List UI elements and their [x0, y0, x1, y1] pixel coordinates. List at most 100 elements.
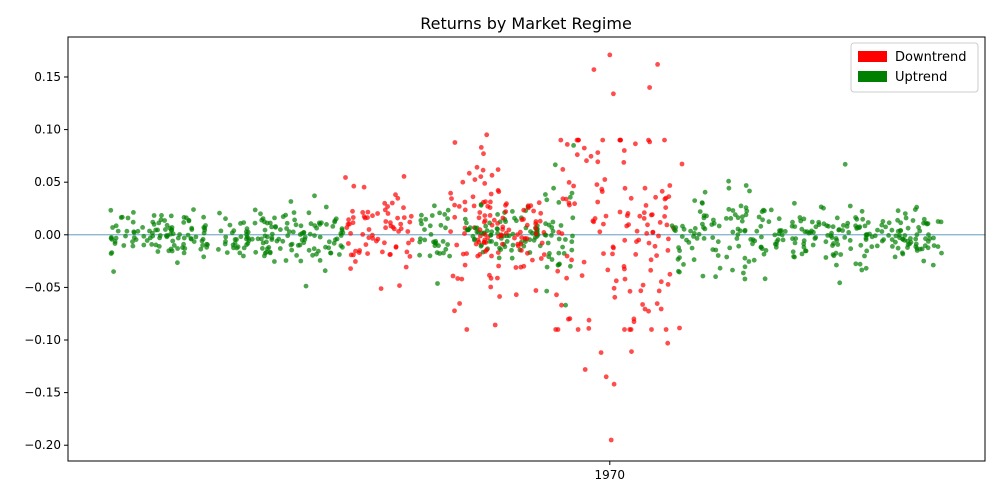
downtrend-point — [397, 283, 402, 288]
downtrend-point — [489, 172, 495, 178]
downtrend-point — [481, 199, 486, 205]
uptrend-point — [859, 208, 865, 214]
downtrend-point — [350, 215, 356, 220]
downtrend-point — [350, 220, 356, 226]
uptrend-point — [294, 253, 299, 258]
downtrend-point — [643, 203, 649, 208]
downtrend-point — [611, 245, 616, 251]
uptrend-point — [563, 302, 568, 308]
downtrend-point — [679, 161, 685, 167]
uptrend-point — [223, 234, 229, 240]
downtrend-point — [564, 275, 569, 281]
uptrend-point — [223, 216, 228, 222]
uptrend-point — [935, 244, 941, 250]
downtrend-point — [646, 308, 651, 314]
uptrend-point — [726, 185, 732, 191]
downtrend-point — [677, 325, 682, 331]
downtrend-point — [641, 210, 647, 216]
downtrend-point — [462, 262, 468, 268]
downtrend-point — [366, 227, 372, 232]
uptrend-point — [760, 217, 765, 223]
uptrend-point — [298, 258, 304, 264]
uptrend-point — [230, 242, 236, 248]
downtrend-point — [537, 218, 543, 224]
uptrend-point — [730, 229, 736, 235]
uptrend-point — [175, 235, 181, 241]
uptrend-point — [495, 212, 500, 217]
x-tick-label: 1970 — [595, 468, 626, 482]
downtrend-point — [655, 62, 660, 67]
downtrend-point — [483, 249, 488, 254]
uptrend-point — [825, 233, 831, 238]
uptrend-point — [170, 238, 176, 244]
downtrend-point — [530, 257, 535, 263]
uptrend-point — [750, 241, 755, 247]
uptrend-point — [676, 245, 681, 251]
downtrend-point — [361, 214, 367, 220]
uptrend-point — [763, 248, 769, 253]
uptrend-point — [419, 212, 424, 218]
uptrend-point — [314, 251, 319, 257]
downtrend-point — [503, 230, 509, 236]
uptrend-point — [902, 211, 908, 217]
downtrend-point — [665, 248, 671, 253]
downtrend-point — [360, 232, 366, 237]
downtrend-point — [607, 52, 613, 58]
uptrend-point — [925, 245, 931, 251]
downtrend-point — [478, 174, 484, 180]
uptrend-point — [273, 224, 278, 229]
uptrend-point — [440, 239, 446, 244]
uptrend-point — [140, 225, 146, 230]
downtrend-point — [450, 273, 456, 279]
uptrend-point — [912, 207, 918, 213]
uptrend-point — [931, 235, 936, 241]
uptrend-point — [181, 215, 187, 220]
downtrend-point — [360, 210, 366, 215]
uptrend-point — [715, 239, 721, 245]
uptrend-point — [903, 215, 909, 221]
downtrend-point — [404, 249, 410, 255]
uptrend-point — [291, 210, 297, 216]
uptrend-point — [728, 216, 734, 221]
uptrend-point — [857, 261, 863, 267]
uptrend-point — [818, 204, 824, 210]
uptrend-point — [675, 256, 681, 262]
downtrend-point — [380, 249, 385, 255]
uptrend-point — [761, 251, 767, 257]
uptrend-point — [716, 223, 722, 229]
downtrend-point — [560, 196, 566, 202]
downtrend-point — [393, 192, 398, 198]
uptrend-point — [483, 223, 489, 229]
downtrend-point — [488, 275, 494, 281]
uptrend-point — [153, 242, 159, 248]
uptrend-point — [238, 221, 243, 226]
uptrend-point — [487, 239, 492, 244]
uptrend-point — [880, 219, 886, 224]
uptrend-point — [338, 243, 344, 249]
downtrend-point — [351, 183, 357, 189]
uptrend-point — [319, 220, 324, 226]
downtrend-point — [566, 180, 572, 185]
uptrend-point — [255, 236, 261, 242]
downtrend-point — [481, 151, 486, 157]
uptrend-point — [544, 264, 550, 270]
uptrend-point — [262, 233, 268, 239]
uptrend-point — [109, 235, 114, 240]
uptrend-point — [746, 259, 752, 264]
uptrend-point — [464, 220, 469, 226]
uptrend-point — [422, 237, 428, 243]
uptrend-point — [557, 261, 562, 267]
uptrend-point — [131, 210, 136, 215]
downtrend-point — [610, 251, 615, 257]
downtrend-point — [652, 243, 658, 249]
downtrend-point — [496, 189, 502, 195]
uptrend-point — [879, 222, 885, 228]
uptrend-point — [284, 220, 290, 226]
uptrend-point — [902, 233, 908, 238]
downtrend-point — [640, 282, 646, 288]
downtrend-point — [474, 164, 480, 170]
uptrend-point — [312, 233, 317, 239]
uptrend-point — [109, 250, 115, 256]
uptrend-point — [743, 212, 749, 218]
uptrend-point — [337, 252, 342, 257]
